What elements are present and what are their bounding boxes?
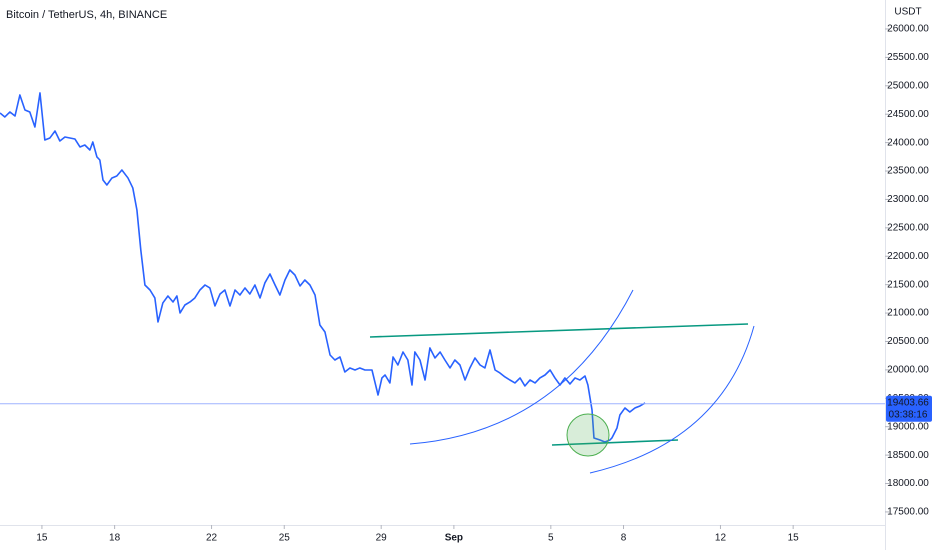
current-price-label: 19403.66 (887, 397, 929, 408)
chart-title: Bitcoin / TetherUS, 4h, BINANCE (6, 9, 167, 21)
x-tick-label: 8 (621, 533, 627, 544)
x-tick-label: 15 (788, 533, 800, 544)
x-tick-label: 15 (36, 533, 48, 544)
x-tick-label: 22 (206, 533, 218, 544)
x-tick-label: 12 (715, 533, 727, 544)
y-tick-label: 18000.00 (887, 478, 929, 489)
y-tick-label: 18500.00 (887, 450, 929, 461)
y-tick-label: 19000.00 (887, 421, 929, 432)
trend-line (551, 439, 679, 446)
price-line (0, 92, 646, 443)
y-tick-label: 22000.00 (887, 251, 929, 262)
countdown-label: 03:38:16 (889, 409, 928, 420)
y-tick-label: 20000.00 (887, 365, 929, 376)
y-tick-label: 21500.00 (887, 279, 929, 290)
y-tick-label: 24500.00 (887, 109, 929, 120)
y-tick-label: 23500.00 (887, 166, 929, 177)
trend-line (369, 323, 749, 338)
highlight-circle (566, 413, 610, 457)
y-tick-label: 24000.00 (887, 137, 929, 148)
x-tick-label: 18 (109, 533, 121, 544)
x-tick-label: 5 (548, 533, 554, 544)
currency-label: USDT (894, 7, 921, 18)
y-tick-label: 21000.00 (887, 308, 929, 319)
arc (409, 289, 634, 445)
x-tick-label: 29 (376, 533, 388, 544)
y-tick-label: 22500.00 (887, 222, 929, 233)
y-tick-label: 17500.00 (887, 507, 929, 518)
current-price-box (886, 395, 932, 422)
y-tick-label: 26000.00 (887, 24, 929, 35)
x-tick-label: Sep (445, 533, 463, 544)
y-tick-label: 20500.00 (887, 336, 929, 347)
x-tick-label: 25 (279, 533, 291, 544)
y-tick-label: 25500.00 (887, 52, 929, 63)
arc (589, 325, 755, 474)
y-tick-label: 25000.00 (887, 80, 929, 91)
marks (0, 92, 885, 443)
y-tick-label: 23000.00 (887, 194, 929, 205)
